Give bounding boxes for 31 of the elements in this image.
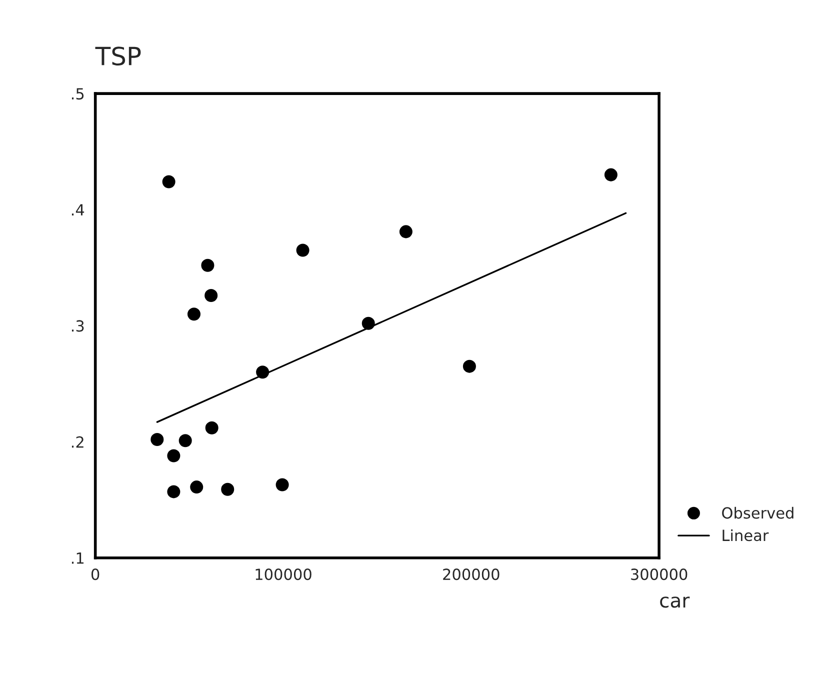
point [276,478,289,492]
point [362,316,375,330]
legend-label: Observed [722,506,794,519]
y-tick-label: .2 [72,436,84,448]
x-tick-label: 0 [91,568,100,580]
y-tick-label: .3 [72,320,84,332]
y-axis-title: TSP [95,46,141,66]
point [296,244,310,257]
point [201,258,214,272]
point [256,366,270,379]
y-tick-label: .4 [72,204,84,216]
y-tick-label: .1 [72,552,84,564]
point [150,432,164,446]
point [221,482,234,496]
point [162,175,176,188]
point [167,485,180,498]
point [167,449,180,462]
point [604,168,618,182]
x-tick-label: 300000 [631,568,688,580]
point [399,225,412,238]
x-tick-label: 100000 [256,568,312,580]
point [462,360,476,373]
point [187,308,200,321]
point [204,289,218,302]
point [190,480,204,494]
point [205,421,218,434]
y-tick-label: .5 [72,88,84,100]
x-tick-label: 200000 [443,568,500,580]
legend-label: Linear [722,529,769,542]
x-axis-title: car [660,596,690,608]
point [178,434,192,448]
